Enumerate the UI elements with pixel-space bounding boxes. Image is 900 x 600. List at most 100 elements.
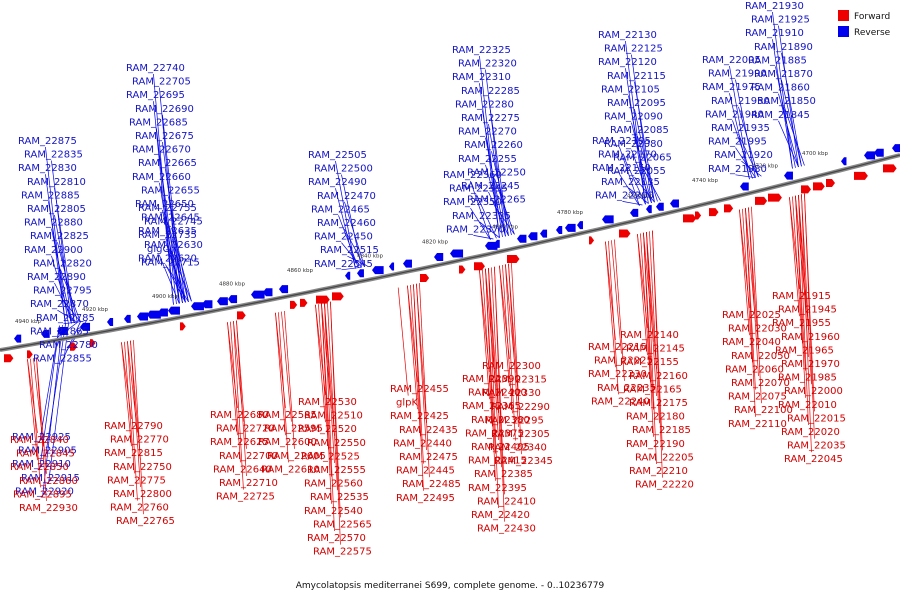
forward-gene-label: RAM_22510 (304, 411, 363, 422)
forward-gene-label: RAM_21965 (775, 345, 834, 356)
forward-leader-line (482, 269, 493, 427)
forward-gene-label: RAM_22405 (471, 442, 530, 453)
reverse-leader-line (39, 325, 60, 444)
reverse-leader-line (494, 178, 515, 235)
reverse-gene-arrow (228, 295, 238, 304)
reverse-gene-label: RAM_22835 (24, 150, 83, 161)
forward-gene-label: RAM_22800 (113, 489, 172, 500)
forward-gene-label: RAM_22015 (787, 413, 846, 424)
reverse-gene-label: RAM_22115 (607, 71, 666, 82)
reverse-gene-label: RAM_21980 (708, 164, 767, 175)
forward-leader-line (230, 321, 241, 463)
forward-gene-label: RAM_22420 (471, 510, 530, 521)
reverse-leader-line (51, 255, 72, 324)
forward-gene-label: RAM_22595 (264, 424, 323, 435)
forward-gene-label: RAM_22290 (491, 402, 550, 413)
forward-leader-line (605, 241, 616, 368)
reverse-leader-line (735, 174, 756, 179)
forward-gene-arrow (801, 185, 811, 194)
reverse-gene-arrow (80, 322, 91, 331)
reverse-gene-label: glgC (147, 244, 169, 255)
forward-gene-label: RAM_21955 (772, 318, 831, 329)
reverse-gene-arrow (251, 290, 265, 299)
forward-gene-arrow (813, 182, 825, 191)
forward-gene-label: RAM_22010 (778, 400, 837, 411)
reverse-gene-arrow (517, 234, 527, 243)
reverse-gene-arrow (217, 297, 228, 306)
reverse-leader-line (341, 174, 362, 268)
forward-gene-arrow (826, 179, 835, 188)
reverse-gene-label: RAM_22655 (141, 185, 200, 196)
forward-gene-label: RAM_22570 (307, 533, 366, 544)
reverse-leader-line (634, 108, 655, 203)
forward-gene-label: RAM_22445 (396, 466, 455, 477)
forward-leader-line (133, 340, 144, 515)
forward-leader-line (611, 240, 622, 354)
forward-leader-line (124, 341, 135, 474)
reverse-gene-arrow (168, 306, 180, 315)
forward-gene-label: RAM_22045 (784, 454, 843, 465)
legend-forward-label: Forward (854, 12, 890, 22)
reverse-gene-label: RAM_22080 (604, 139, 663, 150)
reverse-gene-label: RAM_21885 (748, 55, 807, 66)
reverse-leader-line (631, 122, 652, 203)
reverse-leader-line (741, 160, 762, 177)
forward-leader-line (649, 231, 660, 424)
forward-gene-label: RAM_22040 (722, 337, 781, 348)
forward-leader-line (488, 268, 499, 509)
reverse-leader-line (347, 255, 368, 267)
reverse-gene-arrow (403, 259, 412, 268)
coordinate-tick-label: 4900 kbp (152, 294, 178, 300)
forward-gene-arrow (683, 214, 697, 223)
forward-gene-arrow (883, 164, 897, 173)
reverse-gene-label: RAM_22745 (144, 217, 203, 228)
reverse-gene-arrow (434, 252, 444, 261)
forward-gene-label: RAM_22560 (304, 479, 363, 490)
reverse-gene-label: RAM_22325 (452, 45, 511, 56)
forward-leader-line (494, 266, 505, 522)
forward-gene-label: RAM_22230 (588, 369, 647, 380)
reverse-gene-arrow (279, 285, 289, 294)
forward-gene-label: RAM_22520 (298, 424, 357, 435)
forward-leader-line (479, 270, 490, 400)
reverse-leader-line (335, 188, 356, 269)
forward-leader-line (792, 196, 803, 344)
forward-leader-line (646, 232, 657, 397)
forward-leader-line (397, 287, 409, 396)
reverse-gene-label: RAM_22820 (33, 258, 92, 269)
forward-gene-label: RAM_22220 (635, 480, 694, 491)
forward-leader-line (419, 283, 430, 478)
reverse-leader-line (51, 228, 72, 324)
gene-labels: RAM_21930 RAM_21925 RAM_21910 RAM_21890 RAM_… (10, 1, 846, 558)
forward-gene-label: RAM_22895 (13, 489, 72, 500)
forward-leader-line (410, 284, 421, 437)
forward-leader-line (30, 358, 41, 488)
reverse-leader-line (51, 160, 72, 324)
forward-leader-line (491, 267, 502, 468)
forward-leader-line (801, 194, 812, 453)
reverse-gene-arrow (202, 300, 213, 309)
forward-leader-line (789, 197, 800, 317)
reverse-gene-label: RAM_22135 (601, 177, 660, 188)
reverse-leader-line (634, 81, 655, 203)
forward-gene-label: RAM_22850 (10, 462, 69, 473)
reverse-gene-label: RAM_22265 (467, 195, 526, 206)
forward-leader-line (739, 209, 750, 336)
forward-leader-line (27, 359, 38, 461)
forward-gene-label: RAM_22175 (629, 398, 688, 409)
reverse-leader-line (784, 107, 805, 166)
forward-leader-line (321, 303, 332, 504)
forward-gene-arrow (768, 193, 782, 202)
forward-gene-label: RAM_22415 (468, 456, 527, 467)
forward-gene-label: RAM_22060 (725, 364, 784, 375)
reverse-gene-arrow (389, 262, 395, 271)
forward-leader-line (643, 232, 654, 437)
forward-gene-arrow (70, 342, 78, 351)
forward-leader-line (121, 342, 132, 447)
forward-gene-label: RAM_22100 (734, 405, 793, 416)
reverse-gene-label: RAM_22465 (311, 204, 370, 215)
forward-gene-label: RAM_22140 (620, 330, 679, 341)
forward-gene-label: RAM_22180 (626, 412, 685, 423)
reverse-gene-label: RAM_22095 (607, 98, 666, 109)
forward-gene-label: RAM_22680 (210, 410, 269, 421)
